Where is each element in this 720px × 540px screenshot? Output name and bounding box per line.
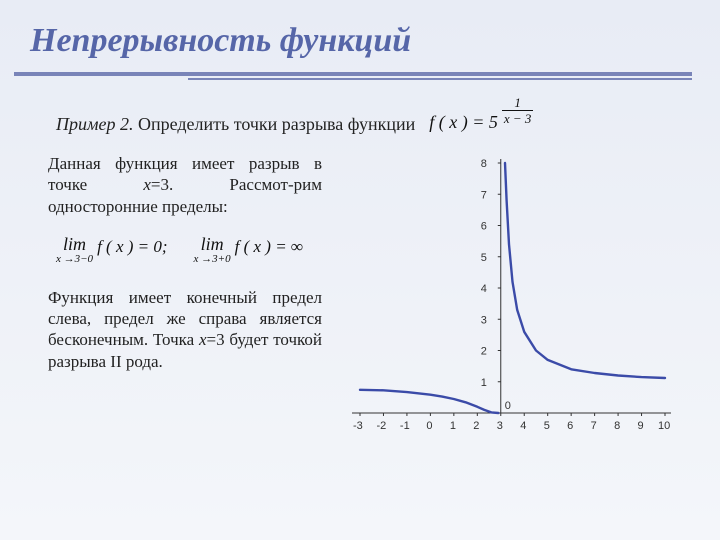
- svg-text:-3: -3: [353, 420, 363, 432]
- svg-text:2: 2: [481, 346, 487, 358]
- exp-den: x − 3: [502, 112, 534, 125]
- svg-text:-2: -2: [376, 420, 386, 432]
- text-column: Данная функция имеет разрыв в точке x=3.…: [0, 153, 330, 453]
- prompt-row: Пример 2. Определить точки разрыва функц…: [56, 110, 720, 139]
- svg-text:7: 7: [591, 420, 597, 432]
- svg-text:3: 3: [497, 420, 503, 432]
- svg-text:1: 1: [450, 420, 456, 432]
- chart-area: 1 2 3 4 5 6 7 8 -3 -2 -1 0 1 2 3 4 5 6 7 8 9 10 0: [330, 153, 720, 453]
- limit-left: lim x →3−0 f ( x ) = 0;: [56, 235, 168, 265]
- svg-text:10: 10: [658, 420, 670, 432]
- chart-svg: 1 2 3 4 5 6 7 8 -3 -2 -1 0 1 2 3 4 5 6 7 8 9 10 0: [330, 153, 685, 453]
- formula-lhs: f ( x ) = 5: [429, 112, 498, 133]
- content-row: Данная функция имеет разрыв в точке x=3.…: [0, 153, 720, 453]
- svg-text:8: 8: [481, 158, 487, 170]
- svg-text:0: 0: [505, 400, 511, 412]
- limits-row: lim x →3−0 f ( x ) = 0; lim x →3+0 f ( x…: [56, 235, 322, 265]
- svg-text:4: 4: [481, 283, 487, 295]
- formula: f ( x ) = 5 1 x − 3: [429, 108, 533, 137]
- svg-text:4: 4: [520, 420, 526, 432]
- prompt-lead: Пример 2.: [56, 114, 133, 134]
- svg-text:8: 8: [614, 420, 620, 432]
- exp-num: 1: [512, 96, 523, 109]
- svg-text:5: 5: [481, 252, 487, 264]
- svg-text:5: 5: [544, 420, 550, 432]
- slide-title: Непрерывность функций: [0, 0, 720, 60]
- svg-text:6: 6: [481, 221, 487, 233]
- prompt-text: Определить точки разрыва функции: [138, 114, 415, 134]
- svg-text:6: 6: [567, 420, 573, 432]
- limit-right: lim x →3+0 f ( x ) = ∞: [194, 235, 304, 265]
- svg-text:9: 9: [638, 420, 644, 432]
- svg-text:1: 1: [481, 377, 487, 389]
- svg-text:7: 7: [481, 189, 487, 201]
- divider-thick: [14, 72, 692, 76]
- svg-text:0: 0: [426, 420, 432, 432]
- paragraph-1: Данная функция имеет разрыв в точке x=3.…: [48, 153, 322, 217]
- formula-exponent: 1 x − 3: [502, 96, 534, 125]
- divider-thin: [188, 78, 692, 80]
- svg-text:2: 2: [473, 420, 479, 432]
- paragraph-2: Функция имеет конечный предел слева, пре…: [48, 287, 322, 372]
- svg-text:3: 3: [481, 314, 487, 326]
- svg-text:-1: -1: [400, 420, 410, 432]
